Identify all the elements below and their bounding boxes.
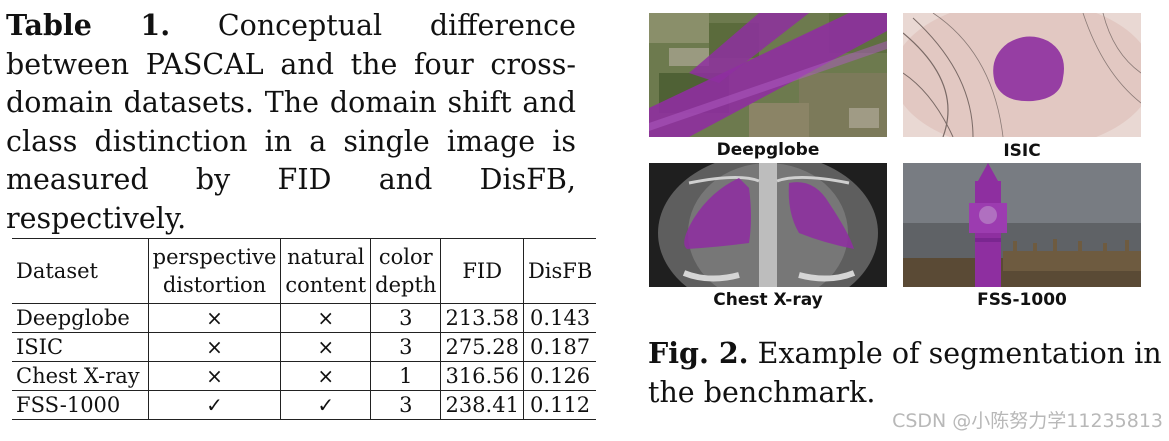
- cell-fid: 275.28: [440, 332, 524, 362]
- header-fid: FID: [440, 238, 524, 304]
- cell-dataset: Chest X-ray: [16, 364, 140, 388]
- header-color-depth: color depth: [370, 238, 441, 304]
- table-caption-label: Table 1.: [6, 8, 171, 42]
- panel-label: FSS-1000: [977, 290, 1067, 310]
- cell-natural: ×: [280, 303, 371, 333]
- table-row: Chest X-ray × × 1 316.56 0.126: [12, 361, 597, 391]
- table-caption: Table 1. Conceptual difference between P…: [6, 6, 576, 238]
- cell-depth: 3: [370, 390, 441, 420]
- cell-fid: 213.58: [440, 303, 524, 333]
- isic-image: [903, 13, 1141, 137]
- cell-natural: ✓: [280, 390, 371, 420]
- panel-label: Deepglobe: [716, 140, 820, 160]
- cell-dataset: ISIC: [16, 335, 64, 359]
- cell-depth: 1: [370, 361, 441, 391]
- header-dataset: Dataset: [16, 259, 98, 283]
- cell-disfb: 0.126: [522, 361, 597, 391]
- panel-label: ISIC: [1003, 141, 1041, 161]
- cell-perspective: ×: [147, 361, 281, 391]
- chest-xray-image: [649, 163, 887, 287]
- figure-caption-label: Fig. 2.: [648, 336, 749, 370]
- header-natural: natural content: [280, 238, 371, 304]
- cell-fid: 316.56: [440, 361, 524, 391]
- cell-disfb: 0.112: [522, 390, 597, 420]
- cell-disfb: 0.187: [522, 332, 597, 362]
- cell-dataset: Deepglobe: [16, 306, 130, 330]
- cell-perspective: ✓: [147, 390, 281, 420]
- fss-1000-image: [903, 163, 1141, 287]
- cell-fid: 238.41: [440, 390, 524, 420]
- cell-natural: ×: [280, 361, 371, 391]
- figure-caption-text: Example of segmentation in the benchmark…: [648, 337, 1162, 409]
- header-perspective: perspective distortion: [147, 238, 281, 304]
- cell-disfb: 0.143: [522, 303, 597, 333]
- cell-dataset: FSS-1000: [16, 393, 121, 417]
- cell-natural: ×: [280, 332, 371, 362]
- cell-depth: 3: [370, 303, 441, 333]
- table-row: Deepglobe × × 3 213.58 0.143: [12, 303, 597, 333]
- panel-label: Chest X-ray: [713, 290, 823, 310]
- header-disfb: DisFB: [522, 238, 597, 304]
- comparison-table: Dataset perspective distortion natural con…: [12, 238, 597, 420]
- table-row: FSS-1000 ✓ ✓ 3 238.41 0.112: [12, 390, 597, 420]
- watermark: CSDN @小陈努力学11235813: [892, 410, 1163, 432]
- figure-caption: Fig. 2. Example of segmentation in the b…: [648, 334, 1163, 412]
- deepglobe-image: [649, 13, 887, 137]
- table-header-row: Dataset perspective distortion natural con…: [12, 238, 597, 304]
- cell-depth: 3: [370, 332, 441, 362]
- cell-perspective: ×: [147, 332, 281, 362]
- cell-perspective: ×: [147, 303, 281, 333]
- table-caption-text: Conceptual difference between PASCAL and…: [6, 9, 577, 235]
- table-row: ISIC × × 3 275.28 0.187: [12, 332, 597, 362]
